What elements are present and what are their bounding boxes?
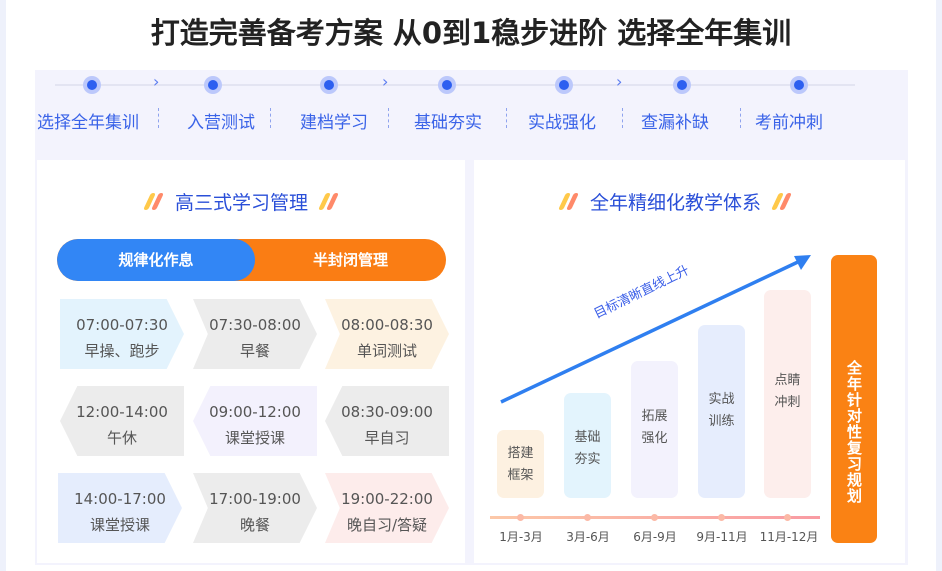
schedule-activity: 晚自习/答疑 bbox=[346, 516, 428, 534]
timeline-dot bbox=[651, 514, 658, 521]
step-dot-icon bbox=[320, 76, 338, 94]
stage-bar: 搭建框架 bbox=[497, 430, 544, 498]
divider bbox=[506, 108, 507, 128]
schedule-activity: 早自习 bbox=[364, 429, 410, 447]
divider bbox=[622, 108, 623, 128]
step-label: 查漏补缺 bbox=[641, 113, 709, 133]
stage-period: 3月-6月 bbox=[566, 530, 610, 544]
stage-name: 实战训练 bbox=[708, 392, 735, 429]
step-label: 选择全年集训 bbox=[37, 113, 139, 133]
arrow-head-icon bbox=[794, 255, 811, 270]
chevron-right-icon: › bbox=[382, 72, 389, 91]
step-dot-icon bbox=[790, 76, 808, 94]
stage-name: 点睛冲刺 bbox=[774, 373, 801, 410]
schedule-time: 12:00-14:00 bbox=[76, 403, 168, 421]
schedule-cell: 19:00-22:00 晚自习/答疑 bbox=[325, 473, 449, 543]
schedule-time: 07:30-08:00 bbox=[209, 316, 301, 334]
page-edge-left bbox=[0, 0, 6, 571]
step-dot-icon bbox=[555, 76, 573, 94]
schedule-cell: 14:00-17:00 课堂授课 bbox=[58, 473, 182, 543]
stage-name: 搭建框架 bbox=[507, 446, 534, 483]
stage-period: 1月-3月 bbox=[499, 530, 543, 544]
management-toggle: 规律化作息 半封闭管理 bbox=[57, 239, 446, 281]
schedule-activity: 单词测试 bbox=[356, 342, 417, 360]
schedule-time: 08:00-08:30 bbox=[341, 316, 433, 334]
step-label: 建档学习 bbox=[300, 113, 368, 133]
step-dot-icon bbox=[438, 76, 456, 94]
schedule-activity: 课堂授课 bbox=[89, 516, 150, 534]
schedule-cell: 07:00-07:30 早操、跑步 bbox=[60, 299, 184, 369]
divider bbox=[270, 108, 271, 128]
arrow-line bbox=[500, 259, 801, 404]
page-title: 打造完善备考方案 从0到1稳步进阶 选择全年集训 bbox=[150, 16, 792, 50]
stage-bar: 拓展强化 bbox=[631, 361, 678, 498]
timeline-dot bbox=[584, 514, 591, 521]
step-dot-icon bbox=[673, 76, 691, 94]
stage-bar: 实战训练 bbox=[698, 325, 745, 498]
step-label: 考前冲刺 bbox=[755, 113, 823, 133]
schedule-time: 19:00-22:00 bbox=[341, 490, 433, 508]
schedule-activity: 晚餐 bbox=[239, 516, 270, 534]
schedule-activity: 早餐 bbox=[239, 342, 270, 360]
card-heading-text: 全年精细化教学体系 bbox=[590, 192, 762, 214]
step-label: 入营测试 bbox=[187, 113, 255, 133]
toggle-semi-closed: 半封闭管理 bbox=[312, 251, 388, 269]
schedule-time: 08:30-09:00 bbox=[341, 403, 433, 421]
timeline-dot bbox=[517, 514, 524, 521]
schedule-time: 07:00-07:30 bbox=[76, 316, 168, 334]
stage-period: 6月-9月 bbox=[633, 530, 677, 544]
divider bbox=[158, 108, 159, 128]
divider bbox=[388, 108, 389, 128]
schedule-activity: 早操、跑步 bbox=[84, 342, 160, 360]
side-banner: 全年针对性复习规划 bbox=[831, 255, 877, 543]
step-dot-icon bbox=[204, 76, 222, 94]
step-label: 基础夯实 bbox=[414, 113, 482, 133]
toggle-regular-schedule: 规律化作息 bbox=[57, 239, 255, 281]
card-heading: 全年精细化教学体系 bbox=[558, 188, 793, 215]
schedule-time: 09:00-12:00 bbox=[209, 403, 301, 421]
timeline-dot bbox=[784, 514, 791, 521]
schedule-cell: 17:00-19:00 晚餐 bbox=[193, 473, 317, 543]
schedule-cell: 07:30-08:00 早餐 bbox=[193, 299, 317, 369]
step-label: 实战强化 bbox=[528, 113, 596, 133]
schedule-activity: 课堂授课 bbox=[224, 429, 285, 447]
schedule-cell: 08:00-08:30 单词测试 bbox=[325, 299, 449, 369]
chevron-right-icon: › bbox=[616, 72, 623, 91]
schedule-cell: 12:00-14:00 午休 bbox=[60, 386, 184, 456]
schedule-cell: 09:00-12:00 课堂授课 bbox=[193, 386, 317, 456]
stage-period: 9月-11月 bbox=[696, 530, 748, 544]
card-heading-text: 高三式学习管理 bbox=[175, 192, 309, 214]
page-edge-right bbox=[936, 0, 942, 571]
stage-period: 11月-12月 bbox=[759, 530, 819, 544]
divider bbox=[740, 108, 741, 128]
step-dot-icon bbox=[83, 76, 101, 94]
stage-bar: 基础夯实 bbox=[564, 393, 611, 498]
schedule-time: 14:00-17:00 bbox=[74, 490, 166, 508]
card-heading: 高三式学习管理 bbox=[143, 188, 340, 215]
timeline-dot bbox=[718, 514, 725, 521]
chevron-right-icon: › bbox=[153, 72, 160, 91]
schedule-cell: 08:30-09:00 早自习 bbox=[325, 386, 449, 456]
schedule-time: 17:00-19:00 bbox=[209, 490, 301, 508]
schedule-activity: 午休 bbox=[106, 429, 137, 447]
stage-name: 拓展强化 bbox=[641, 409, 668, 446]
stage-bar: 点睛冲刺 bbox=[764, 290, 811, 498]
stage-name: 基础夯实 bbox=[574, 430, 601, 467]
